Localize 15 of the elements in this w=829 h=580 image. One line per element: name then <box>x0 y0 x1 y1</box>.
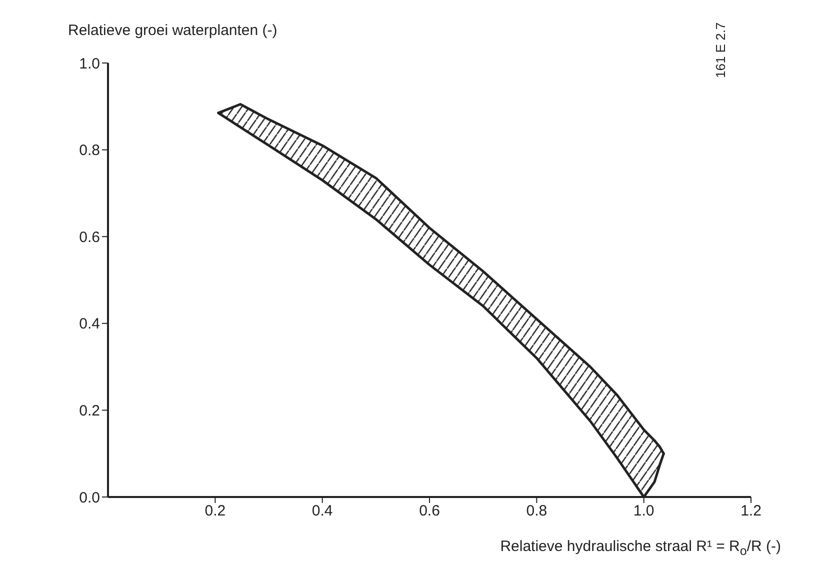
x-tick-label: 1.2 <box>740 502 762 520</box>
annotation: 161 E 2.7 <box>713 22 728 78</box>
y-tick-label: 0.8 <box>79 142 100 160</box>
y-tick-label: 0.4 <box>79 316 100 333</box>
y-axis-title: Relatieve groei waterplanten (-) <box>68 22 278 39</box>
y-tick-label: 0.2 <box>79 402 100 420</box>
y-tick-label: 0.0 <box>79 489 100 506</box>
y-tick-label: 1.0 <box>79 55 100 72</box>
x-tick-label: 0.8 <box>526 502 548 520</box>
x-tick-label: 0.2 <box>204 502 226 520</box>
x-tick-label: 0.4 <box>312 502 333 520</box>
x-tick-label: 1.0 <box>633 502 654 520</box>
x-axis-title: Relatieve hydraulische straal R¹ = R$_{o}$/R (-) <box>500 538 781 558</box>
x-tick-label: 0.6 <box>419 502 440 520</box>
y-tick-label: 0.6 <box>79 228 100 246</box>
